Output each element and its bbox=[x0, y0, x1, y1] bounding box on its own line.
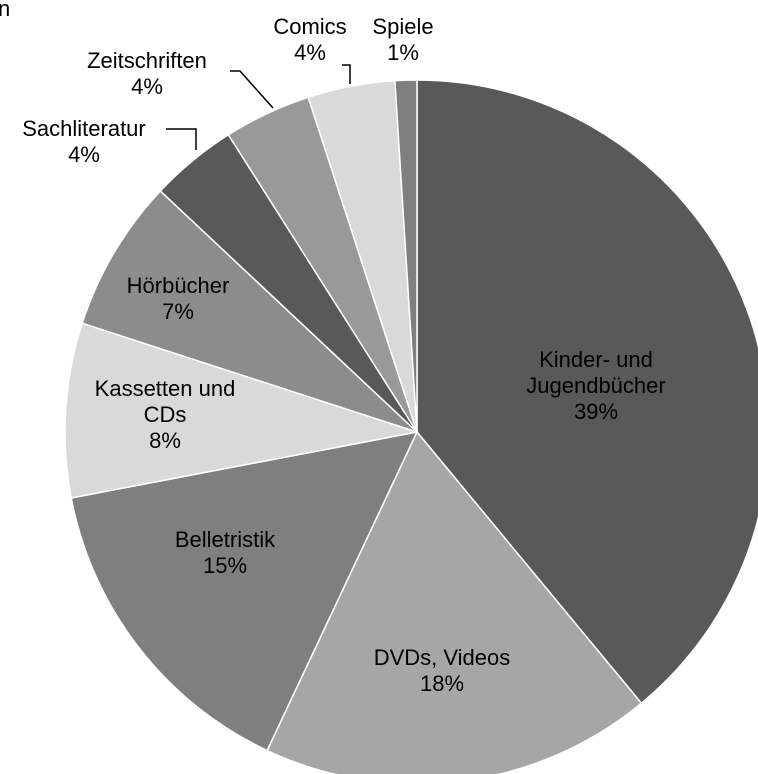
data-label-dvds-videos: DVDs, Videos 18% bbox=[374, 645, 511, 696]
pie-slice-spiele bbox=[394, 79, 418, 433]
data-label-percent: 15% bbox=[203, 553, 247, 578]
data-label-text: Belletristik bbox=[175, 527, 276, 552]
data-label-text: Spiele bbox=[372, 14, 433, 39]
data-label-text: CDs bbox=[144, 402, 187, 427]
data-label-percent: 1% bbox=[387, 40, 419, 65]
leader-line-comics bbox=[342, 64, 351, 84]
data-label-hoerbuecher: Hörbücher 7% bbox=[127, 273, 230, 324]
data-label-percent: 4% bbox=[131, 74, 163, 99]
pie-slice-kinder-und-jugendbuecher bbox=[416, 79, 758, 705]
data-label-text: Zeitschriften bbox=[87, 48, 207, 73]
data-label-percent: 7% bbox=[162, 299, 194, 324]
data-label-percent: 18% bbox=[420, 671, 464, 696]
data-label-percent: 4% bbox=[294, 40, 326, 65]
leader-line-sachliteratur bbox=[166, 128, 197, 150]
data-label-text: Comics bbox=[273, 14, 346, 39]
data-label-text: Sachliteratur bbox=[22, 116, 146, 141]
data-label-kassetten-und-cds: Kassetten und CDs 8% bbox=[95, 376, 236, 453]
data-label-text: Kinder- und bbox=[539, 347, 653, 372]
data-label-text: Kassetten und bbox=[95, 376, 236, 401]
pie-slice-belletristik bbox=[70, 430, 419, 752]
slices-layer bbox=[64, 79, 758, 774]
cut-off-title-text: n bbox=[0, 0, 10, 21]
leader-line-zeitschriften bbox=[230, 70, 274, 109]
pie-slice-dvds-videos bbox=[266, 430, 643, 774]
leader-lines-layer bbox=[166, 64, 351, 150]
data-label-percent: 39% bbox=[574, 399, 618, 424]
data-label-zeitschriften: Zeitschriften 4% bbox=[87, 48, 207, 99]
data-label-sachliteratur: Sachliteratur 4% bbox=[22, 116, 146, 167]
data-label-belletristik: Belletristik 15% bbox=[175, 527, 276, 578]
data-label-spiele: Spiele 1% bbox=[372, 14, 433, 65]
data-label-percent: 8% bbox=[149, 428, 181, 453]
data-label-text: Hörbücher bbox=[127, 273, 230, 298]
data-label-comics: Comics 4% bbox=[273, 14, 346, 65]
data-label-kinder-und-jugendbuecher: Kinder- und Jugendbücher 39% bbox=[526, 347, 665, 424]
labels-layer: Kinder- und Jugendbücher 39% DVDs, Videos 18… bbox=[22, 14, 665, 696]
data-label-percent: 4% bbox=[68, 142, 100, 167]
data-label-text: DVDs, Videos bbox=[374, 645, 511, 670]
pie-slice-kassetten-und-cds bbox=[64, 322, 418, 499]
pie-slice-hoerbuecher bbox=[81, 189, 418, 433]
data-label-text: Jugendbücher bbox=[526, 373, 665, 398]
